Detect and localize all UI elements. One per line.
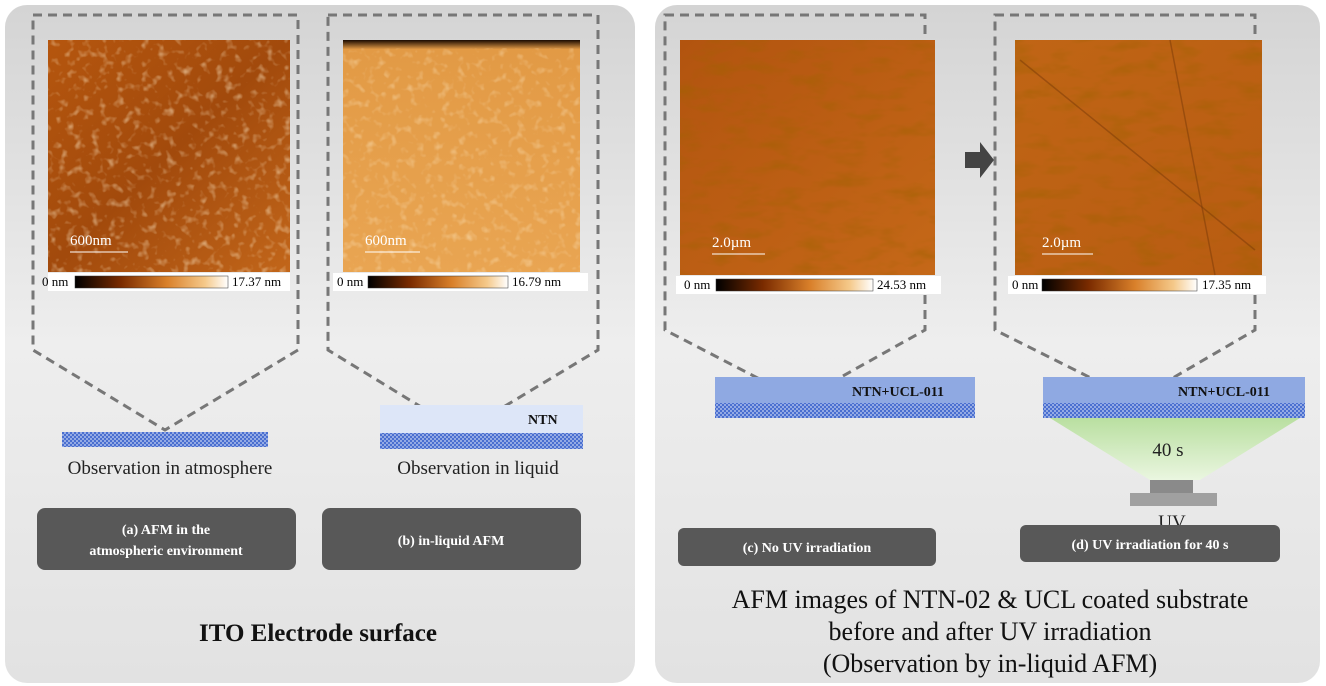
- colorbar-max: 16.79 nm: [512, 274, 561, 289]
- uv-lamp-base: [1130, 493, 1217, 506]
- panel-title: before and after UV irradiation: [829, 617, 1152, 646]
- substrate: [715, 403, 975, 418]
- caption: (d) UV irradiation for 40 s: [1072, 538, 1230, 553]
- colorbar: [75, 276, 228, 288]
- caption-box: [37, 508, 296, 570]
- panel-title: (Observation by in-liquid AFM): [823, 649, 1157, 678]
- panel-title: AFM images of NTN-02 & UCL coated substr…: [732, 585, 1249, 614]
- colorbar: [368, 276, 508, 288]
- substrate: [62, 432, 268, 447]
- caption: (a) AFM in the: [122, 523, 210, 538]
- scale-bar-label: 600nm: [365, 233, 407, 249]
- layer-label: NTN: [528, 413, 558, 428]
- exposure-time: 40 s: [1152, 440, 1183, 461]
- caption: (c) No UV irradiation: [743, 541, 872, 556]
- observation: Observation in liquid: [397, 458, 559, 479]
- colorbar-max: 17.37 nm: [232, 274, 281, 289]
- colorbar-min: 0 nm: [42, 274, 68, 289]
- observation: Observation in atmosphere: [68, 458, 273, 479]
- uv-lamp: [1150, 480, 1193, 493]
- scale-bar-label: 2.0µm: [1042, 235, 1081, 251]
- layer-label: NTN+UCL-011: [1178, 385, 1270, 400]
- scale-bar-label: 600nm: [70, 233, 112, 249]
- colorbar-min: 0 nm: [337, 274, 363, 289]
- colorbar-min: 0 nm: [1012, 277, 1038, 292]
- scale-bar-label: 2.0µm: [712, 235, 751, 251]
- substrate: [380, 433, 583, 449]
- figure: 600nm 0 nm 17.37 nm Observation in atmos…: [0, 0, 1326, 686]
- layer-label: NTN+UCL-011: [852, 385, 944, 400]
- caption: atmospheric environment: [89, 544, 243, 559]
- colorbar-max: 17.35 nm: [1202, 277, 1251, 292]
- panel-title: ITO Electrode surface: [199, 620, 437, 647]
- colorbar: [1042, 279, 1197, 291]
- colorbar-min: 0 nm: [684, 277, 710, 292]
- caption: (b) in-liquid AFM: [398, 534, 505, 549]
- substrate: [1043, 403, 1305, 418]
- colorbar: [716, 279, 873, 291]
- colorbar-max: 24.53 nm: [877, 277, 926, 292]
